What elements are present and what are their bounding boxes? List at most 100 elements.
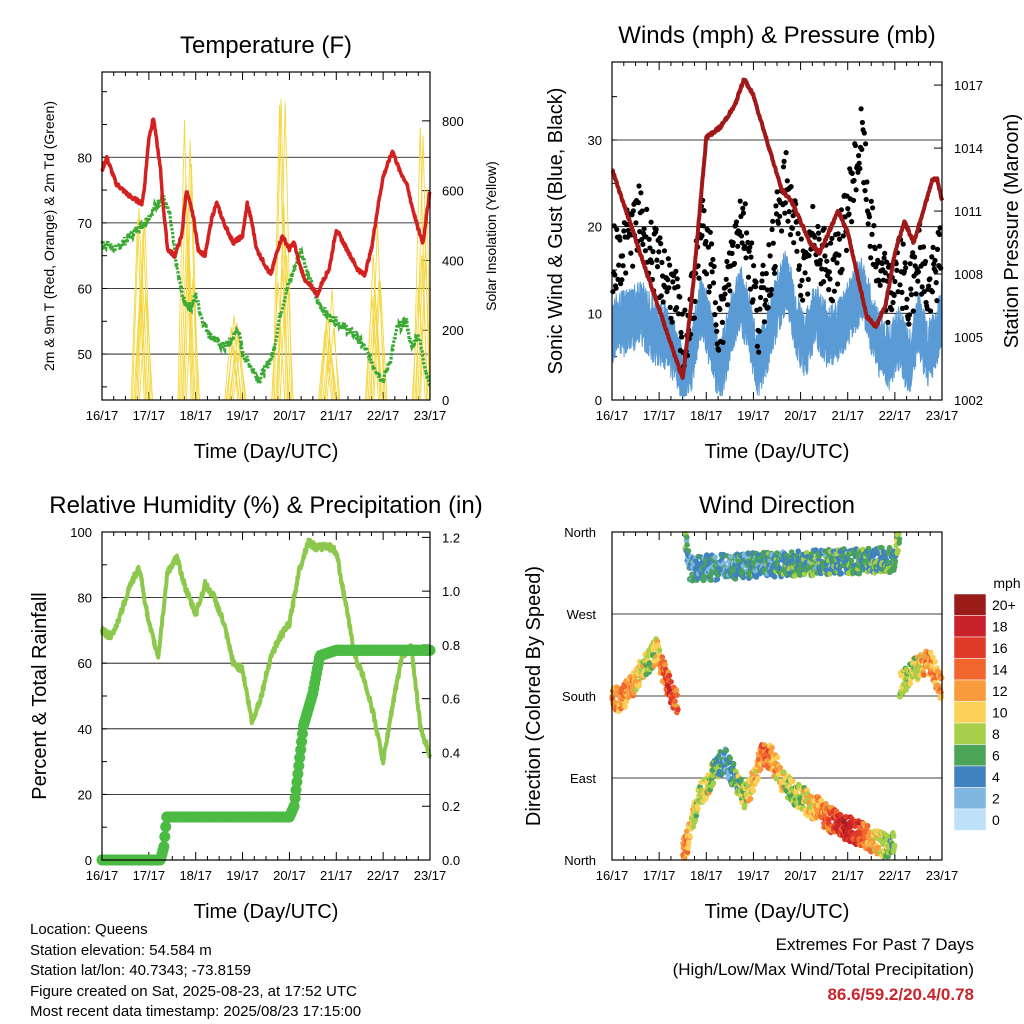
- gust-point: [802, 270, 808, 276]
- gust-point: [907, 261, 913, 267]
- gust-point: [782, 200, 789, 206]
- gust-point: [806, 253, 812, 259]
- gust-point: [761, 285, 767, 291]
- gust-point: [843, 247, 850, 253]
- gust-point: [864, 179, 870, 185]
- gust-point: [787, 232, 794, 238]
- precip-point: [160, 821, 172, 833]
- x-tick-label: 22/17: [879, 408, 912, 423]
- direction-point: [622, 703, 629, 710]
- direction-point: [755, 775, 761, 782]
- gust-point: [780, 164, 787, 170]
- y-right-tick-label: 0.6: [442, 692, 460, 707]
- direction-point: [625, 694, 632, 701]
- gust-point: [846, 211, 852, 217]
- gust-point: [738, 233, 745, 239]
- gust-point: [630, 263, 636, 269]
- solar-spike: [276, 203, 291, 401]
- legend-label: 4: [992, 769, 1000, 785]
- legend-label: 12: [992, 683, 1008, 699]
- dewpoint-series: [100, 194, 431, 388]
- gust-point: [769, 226, 775, 233]
- gust-point: [912, 254, 918, 260]
- gust-point: [908, 286, 914, 292]
- legend-swatch: [953, 701, 987, 724]
- direction-point: [728, 553, 734, 560]
- gust-point: [754, 343, 761, 349]
- humidity-series: [100, 537, 432, 766]
- gust-point: [638, 190, 644, 196]
- gust-point: [763, 270, 769, 277]
- x-tick-label: 16/17: [596, 408, 629, 423]
- direction-point: [662, 662, 668, 668]
- gust-point: [730, 240, 736, 246]
- latlon-text: Station lat/lon: 40.7343; -73.8159: [30, 962, 252, 979]
- extremes-block: Extremes For Past 7 Days (High/Low/Max W…: [673, 932, 974, 1007]
- y-tick-label: 0: [595, 393, 602, 408]
- direction-point: [813, 547, 819, 553]
- gust-point: [614, 226, 620, 233]
- gust-point: [929, 254, 935, 260]
- gust-point: [717, 306, 723, 312]
- gust-point: [866, 214, 873, 220]
- x-tick-label: 17/17: [643, 868, 676, 883]
- x-tick-label: 19/17: [737, 408, 770, 423]
- y-tick-label: 60: [78, 281, 92, 296]
- direction-chart: Wind Direction 16/17 17/17 18/17 19/17 20/17 2…: [523, 492, 1021, 923]
- gust-point: [723, 276, 729, 282]
- direction-point: [823, 801, 829, 808]
- gust-point: [656, 249, 662, 255]
- gust-point: [824, 258, 830, 264]
- gust-point: [906, 312, 913, 318]
- gust-point: [753, 279, 759, 285]
- direction-point: [721, 560, 727, 566]
- x-tick-label: 16/17: [596, 868, 629, 883]
- gust-point: [783, 150, 789, 156]
- gust-point: [889, 307, 895, 313]
- gust-point: [746, 248, 752, 254]
- gust-point: [711, 263, 717, 270]
- y-tick-label: 70: [78, 216, 92, 231]
- gust-point: [724, 302, 731, 308]
- gust-point: [648, 219, 654, 225]
- gust-point: [865, 221, 871, 227]
- direction-point: [693, 812, 700, 819]
- direction-point: [891, 842, 898, 849]
- direction-point: [838, 570, 844, 577]
- direction-point: [777, 765, 784, 771]
- gust-point: [934, 298, 940, 304]
- gust-point: [798, 236, 804, 242]
- direction-point: [750, 787, 757, 794]
- y-axis-label: Direction (Colored By Speed): [523, 566, 545, 826]
- solar-spike: [319, 320, 334, 401]
- direction-point: [875, 844, 881, 851]
- gust-point: [703, 238, 709, 245]
- gust-point: [733, 219, 740, 225]
- plot-frame: [101, 531, 431, 861]
- y-right-tick-label: 1017: [954, 78, 983, 93]
- precip-point: [291, 776, 303, 788]
- direction-point: [880, 841, 886, 848]
- gust-point: [765, 305, 771, 311]
- gust-point: [826, 269, 832, 275]
- gust-point: [673, 268, 679, 274]
- y-right-tick-label: 1008: [954, 267, 983, 282]
- gust-point: [829, 298, 836, 304]
- gust-point: [881, 255, 887, 261]
- solar-spike: [185, 278, 200, 401]
- gust-point: [836, 236, 843, 242]
- direction-point: [708, 577, 714, 583]
- gust-point: [724, 258, 730, 265]
- solar-spike: [420, 187, 431, 401]
- direction-point: [885, 853, 891, 860]
- precip-point: [294, 752, 306, 764]
- precip-point: [158, 841, 170, 853]
- x-tick-label: 17/17: [643, 408, 676, 423]
- legend-swatch: [953, 744, 987, 767]
- y-tick-label: East: [570, 771, 596, 786]
- gust-point: [707, 229, 713, 235]
- gust-point: [721, 296, 727, 302]
- gust-point: [839, 266, 845, 273]
- gust-point: [659, 259, 665, 266]
- precip-point: [290, 784, 302, 796]
